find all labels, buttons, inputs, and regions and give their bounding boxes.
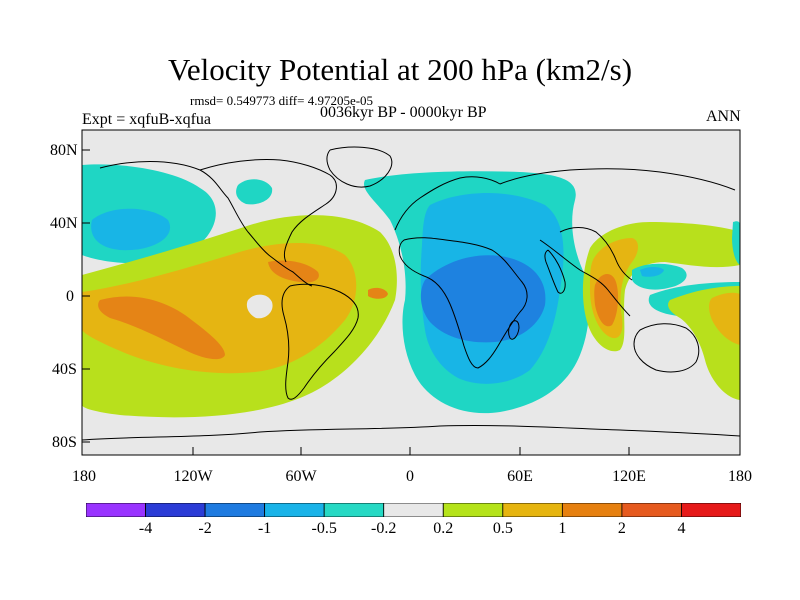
coast-greenland — [326, 146, 393, 188]
colorbar — [86, 503, 741, 517]
map-frame — [81, 129, 741, 456]
ytick-label-40n: 40N — [50, 215, 78, 232]
experiment-label: Expt = xqfuB-xqfua — [82, 111, 211, 128]
colorbar-label: -0.5 — [311, 520, 337, 537]
colorbar-label: 2 — [617, 520, 626, 537]
field-pos1-carib — [268, 260, 319, 283]
period-label: 0036kyr BP - 0000kyr BP — [320, 104, 487, 121]
colorbar-label: 1 — [558, 520, 567, 537]
colorbar-swatch — [383, 503, 444, 517]
map-title: Velocity Potential at 200 hPa (km2/s) — [167, 52, 633, 87]
field-neg1-npac — [91, 208, 171, 251]
coast-madagascar — [508, 320, 520, 340]
field-neg05-natl — [236, 179, 273, 205]
field-pos05-epac — [709, 292, 740, 345]
colorbar-swatch — [621, 503, 682, 517]
colorbar-swatch — [264, 503, 325, 517]
xtick-label-0: 0 — [406, 468, 414, 485]
colorbar-label: -4 — [138, 520, 153, 537]
colorbar-swatch — [86, 503, 146, 517]
colorbar-swatch — [442, 503, 504, 517]
colorbar-label: 0.2 — [433, 520, 454, 537]
coast-india — [544, 249, 566, 294]
coast-asia — [499, 168, 736, 317]
xtick-label-60e: 60E — [507, 468, 533, 485]
colorbar-label: 0.5 — [492, 520, 513, 537]
season-label: ANN — [706, 108, 741, 125]
coast-north-america — [99, 159, 337, 287]
colorbar-swatch — [502, 503, 563, 517]
ytick-label-80s: 80S — [52, 434, 77, 451]
field-neg1-wpac — [640, 267, 664, 277]
coastlines — [82, 146, 740, 441]
colorbar-label: -1 — [257, 520, 272, 537]
colorbar-label: 4 — [677, 520, 686, 537]
ytick-label-80n: 80N — [50, 142, 78, 159]
coast-south-america — [281, 283, 359, 400]
ytick-label-0: 0 — [66, 288, 74, 305]
colorbar-label: -0.2 — [371, 520, 397, 537]
coast-australia — [633, 323, 700, 373]
xtick-label-180e: 180 — [728, 468, 752, 485]
field-pos1-asia — [594, 274, 619, 327]
xtick-label-60w: 60W — [285, 468, 317, 485]
coast-africa — [398, 237, 528, 369]
xtick-label-180w: 180 — [72, 468, 96, 485]
coast-antarctica — [82, 424, 740, 441]
colorbar-swatch — [681, 503, 741, 517]
contour-field — [82, 130, 740, 455]
colorbar-swatch — [561, 503, 623, 517]
xtick-label-120e: 120E — [612, 468, 646, 485]
field-pos1-pac — [98, 296, 225, 360]
field-pos1-satl — [368, 287, 388, 299]
ytick-label-40s: 40S — [52, 361, 77, 378]
colorbar-label: -2 — [198, 520, 212, 537]
xtick-label-120w: 120W — [173, 468, 213, 485]
field-zero-pac — [246, 294, 273, 319]
colorbar-swatch — [323, 503, 385, 517]
coast-europe — [394, 176, 501, 231]
field-neg05-edge — [732, 221, 740, 265]
colorbar-swatch — [204, 503, 266, 517]
stats-label: rmsd= 0.549773 diff= 4.97205e-05 — [190, 93, 374, 108]
colorbar-swatch — [145, 503, 206, 517]
tick-marks — [82, 149, 630, 455]
